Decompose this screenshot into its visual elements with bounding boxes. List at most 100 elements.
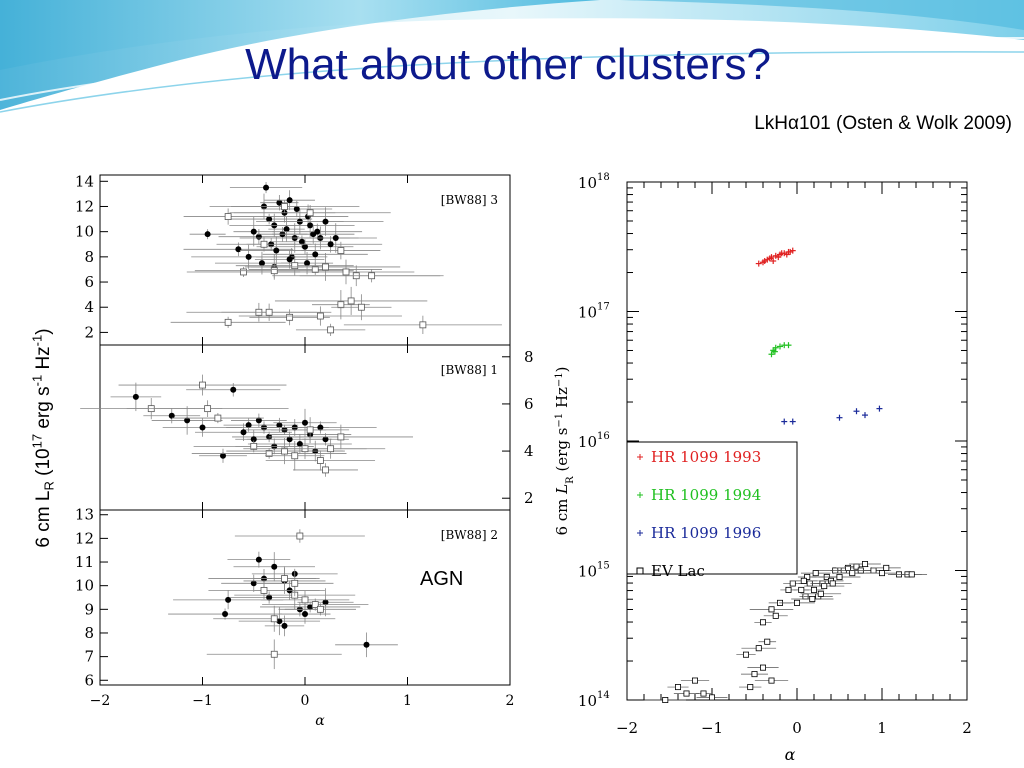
data-point-filled — [204, 231, 211, 238]
y-axis-label-part: −1 — [554, 413, 565, 428]
legend-box — [626, 441, 798, 575]
data-point-open — [270, 650, 278, 658]
data-point-filled — [298, 238, 305, 245]
data-point-open — [260, 587, 268, 594]
data-point-open — [311, 601, 319, 608]
data-point-square — [800, 577, 807, 584]
panel-annotation: [BW88] 3 — [441, 193, 498, 207]
data-point-square — [870, 567, 877, 574]
data-point-open — [224, 318, 232, 326]
data-point-filled — [314, 228, 321, 235]
data-point-square — [883, 564, 890, 571]
panel-middle: 2 4 6 8 [BW88] 1 — [80, 344, 534, 511]
data-point-filled — [276, 618, 283, 625]
data-point-filled — [307, 603, 314, 610]
data-point-square — [793, 599, 800, 606]
data-point-filled — [255, 417, 262, 424]
data-point-square — [751, 671, 758, 678]
data-point-open — [327, 326, 335, 334]
data-point-filled — [258, 260, 265, 267]
y-tick-label: 14 — [75, 172, 94, 190]
data-point-filled — [222, 611, 229, 618]
data-point-filled — [263, 184, 270, 191]
series-2 — [781, 405, 883, 425]
y-axis-label-part: ) — [553, 366, 571, 372]
x-tick-label: −1 — [192, 693, 213, 709]
data-point-open — [204, 405, 212, 413]
y-tick-label: 8 — [84, 248, 94, 266]
x-axis-label: α — [315, 713, 325, 729]
data-point-filled — [296, 441, 303, 447]
agn-label: AGN — [420, 568, 464, 590]
data-point-open — [240, 268, 247, 276]
panel-top: 2 4 6 8 10 12 14 [BW88] 3 — [75, 172, 511, 346]
data-point-square — [674, 684, 681, 691]
data-point-filled — [302, 243, 308, 250]
data-point-open — [342, 268, 350, 276]
y-axis-label: 6 cm LR (erg s−1 Hz−1) — [553, 366, 576, 535]
data-point-filled — [293, 206, 300, 212]
data-point-filled — [273, 247, 280, 254]
data-point-open — [281, 447, 288, 455]
y-tick-label: 9 — [84, 600, 94, 618]
data-point-filled — [322, 218, 329, 225]
y-tick-label: 7 — [84, 648, 94, 666]
data-point-square — [747, 684, 754, 691]
data-point-open — [316, 312, 324, 320]
data-point-open — [337, 247, 345, 254]
series-0 — [755, 247, 796, 267]
y-tick-label: 10 — [578, 174, 597, 192]
data-point-filled — [286, 436, 293, 443]
data-point-filled — [271, 563, 278, 570]
data-point-square — [849, 570, 856, 577]
y-axis-label-part: R — [565, 476, 576, 484]
data-point-filled — [286, 256, 293, 263]
y-axis-label-part: (erg s — [553, 428, 571, 477]
x-tick-label: 2 — [962, 719, 972, 737]
y-tick-label: 10 — [578, 433, 597, 451]
data-point-open — [270, 267, 278, 275]
data-point-open — [419, 321, 427, 329]
y-tick-label: 6 — [84, 273, 94, 291]
data-point-filled — [235, 246, 242, 253]
data-point-square — [768, 606, 775, 613]
legend-marker — [636, 567, 644, 575]
data-point-filled — [322, 599, 329, 606]
data-point-square — [691, 677, 698, 684]
data-point-open — [357, 303, 365, 311]
data-point-open — [286, 313, 294, 321]
data-point-filled — [327, 241, 334, 248]
x-tick-label: −2 — [616, 719, 638, 737]
data-point-square — [812, 570, 819, 577]
data-point-square — [700, 690, 707, 697]
data-point-filled — [266, 594, 273, 601]
y-tick-exponent: 16 — [597, 431, 610, 442]
y-tick-label: 12 — [75, 529, 94, 547]
y-tick-label: 4 — [524, 442, 534, 460]
data-point-square — [708, 694, 715, 701]
y-tick-label: 6 — [84, 671, 94, 689]
data-point-square — [759, 619, 766, 626]
x-tick-label: −2 — [90, 693, 111, 709]
data-point-square — [742, 651, 749, 658]
x-tick-label: 0 — [792, 719, 802, 737]
data-point-square — [662, 697, 669, 704]
y-tick-label: 2 — [524, 489, 534, 507]
data-point-square — [836, 573, 843, 580]
data-point-filled — [132, 393, 139, 400]
data-point-filled — [322, 436, 329, 443]
series-1 — [768, 342, 792, 358]
data-point-open — [322, 263, 329, 271]
data-point-square — [829, 580, 836, 587]
data-point-filled — [245, 253, 252, 260]
data-point-open — [301, 596, 309, 604]
y-axis-label-part: −1 — [554, 372, 565, 387]
y-tick-label: 11 — [75, 553, 94, 571]
data-point-filled — [276, 199, 283, 206]
data-point-open — [296, 532, 304, 540]
data-point-filled — [255, 556, 262, 563]
data-point-open — [337, 433, 345, 441]
data-point-open — [214, 414, 222, 422]
